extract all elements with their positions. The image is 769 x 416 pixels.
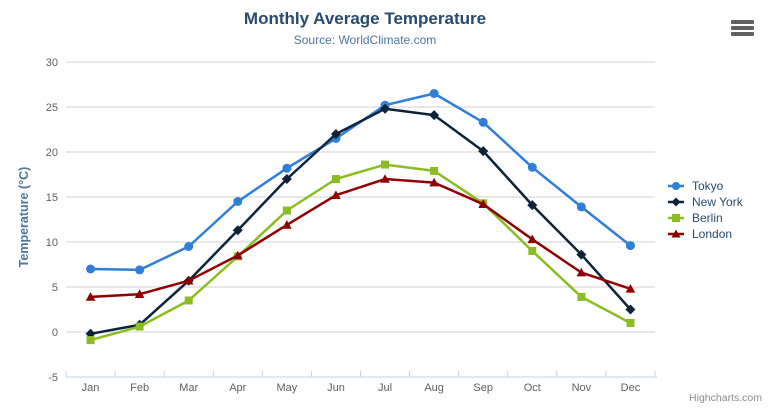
month-label: Jul bbox=[378, 382, 392, 394]
berlin-marker[interactable] bbox=[184, 296, 193, 305]
berlin-marker[interactable] bbox=[135, 322, 144, 331]
tokyo-marker[interactable] bbox=[429, 89, 439, 98]
hamburger-icon bbox=[731, 32, 754, 36]
series-tokyo[interactable] bbox=[86, 89, 635, 275]
london-marker[interactable] bbox=[625, 284, 636, 293]
series-new-york[interactable] bbox=[85, 103, 636, 339]
y-tick-label: 0 bbox=[52, 327, 58, 339]
tokyo-marker[interactable] bbox=[135, 265, 145, 275]
london-marker[interactable] bbox=[527, 234, 538, 244]
berlin-marker[interactable] bbox=[577, 292, 586, 301]
new-york-marker[interactable] bbox=[576, 249, 587, 260]
tokyo-marker[interactable] bbox=[86, 264, 96, 274]
legend-item-london[interactable]: London bbox=[667, 226, 743, 242]
legend-item-tokyo[interactable]: Tokyo bbox=[667, 178, 743, 194]
berlin-marker[interactable] bbox=[626, 319, 635, 327]
london-marker[interactable] bbox=[331, 190, 341, 199]
berlin-marker[interactable] bbox=[86, 336, 95, 345]
berlin-marker[interactable] bbox=[331, 175, 340, 183]
highcharts-credits-link[interactable]: Highcharts.com bbox=[689, 392, 762, 404]
new-york-marker[interactable] bbox=[380, 103, 391, 114]
london-marker[interactable] bbox=[183, 275, 194, 285]
month-label: Mar bbox=[179, 382, 198, 394]
tokyo-legend-marker bbox=[668, 182, 684, 190]
tokyo-marker[interactable] bbox=[625, 241, 635, 251]
month-label: May bbox=[276, 382, 297, 394]
new-york-marker[interactable] bbox=[625, 304, 636, 315]
london-legend-marker bbox=[668, 229, 684, 238]
berlin-marker[interactable] bbox=[430, 166, 439, 175]
y-tick-label: -5 bbox=[48, 372, 58, 384]
legend-item-new-york[interactable]: New York bbox=[667, 194, 743, 210]
export-menu-button[interactable] bbox=[731, 20, 754, 38]
berlin-marker[interactable] bbox=[381, 160, 390, 169]
y-axis-title: Temperature (°C) bbox=[17, 166, 31, 268]
chart-legend: Tokyo New York Berlin London bbox=[667, 178, 743, 242]
new-york-legend-marker bbox=[668, 197, 684, 207]
london-marker[interactable] bbox=[134, 289, 145, 298]
tokyo-marker[interactable] bbox=[576, 202, 586, 212]
london-marker[interactable] bbox=[429, 177, 439, 187]
legend-label: Berlin bbox=[692, 211, 723, 225]
month-label: Aug bbox=[424, 382, 444, 394]
legend-label: Tokyo bbox=[692, 179, 724, 193]
y-tick-label: 10 bbox=[46, 237, 58, 249]
new-york-marker[interactable] bbox=[527, 200, 538, 211]
series-line-london[interactable] bbox=[89, 177, 632, 299]
legend-label: New York bbox=[692, 195, 743, 209]
y-tick-label: 25 bbox=[46, 102, 58, 114]
month-label: Sep bbox=[473, 382, 493, 394]
chart-subtitle: Source: WorldClimate.com bbox=[293, 33, 437, 47]
london-marker[interactable] bbox=[282, 220, 292, 229]
series-line-tokyo[interactable] bbox=[89, 92, 632, 272]
berlin-legend-marker bbox=[668, 214, 684, 222]
new-york-marker[interactable] bbox=[429, 110, 440, 121]
tokyo-marker[interactable] bbox=[184, 242, 194, 251]
new-york-marker[interactable] bbox=[281, 174, 292, 184]
tokyo-marker[interactable] bbox=[478, 117, 488, 127]
tokyo-marker[interactable] bbox=[527, 162, 537, 172]
london-marker[interactable] bbox=[576, 267, 587, 277]
london-marker[interactable] bbox=[85, 292, 96, 301]
legend-item-berlin[interactable]: Berlin bbox=[667, 210, 743, 226]
month-label: Nov bbox=[572, 382, 592, 394]
month-label: Jun bbox=[327, 382, 345, 394]
legend-label: London bbox=[692, 227, 733, 241]
month-label: Jan bbox=[82, 382, 100, 394]
london-marker[interactable] bbox=[478, 199, 489, 208]
month-label: Oct bbox=[524, 382, 541, 394]
london-marker[interactable] bbox=[380, 174, 390, 183]
new-york-marker[interactable] bbox=[478, 146, 489, 157]
berlin-marker[interactable] bbox=[282, 206, 291, 215]
y-tick-label: 30 bbox=[46, 57, 58, 69]
month-label: Dec bbox=[621, 382, 641, 394]
hamburger-icon bbox=[731, 26, 754, 30]
london-marker[interactable] bbox=[232, 250, 243, 260]
hamburger-icon bbox=[731, 20, 754, 24]
y-tick-label: 15 bbox=[46, 192, 58, 204]
series-line-berlin[interactable] bbox=[89, 163, 632, 342]
berlin-marker[interactable] bbox=[528, 247, 537, 255]
y-tick-label: 5 bbox=[52, 282, 58, 294]
new-york-marker[interactable] bbox=[330, 129, 341, 139]
series-london[interactable] bbox=[85, 174, 636, 301]
series-line-new-york[interactable] bbox=[89, 107, 632, 336]
y-tick-label: 20 bbox=[46, 147, 58, 159]
month-label: Apr bbox=[229, 382, 246, 394]
new-york-marker[interactable] bbox=[232, 225, 243, 236]
tokyo-marker[interactable] bbox=[233, 197, 243, 206]
chart-title: Monthly Average Temperature bbox=[243, 9, 487, 28]
month-label: Feb bbox=[130, 382, 149, 394]
tokyo-marker[interactable] bbox=[282, 163, 292, 173]
